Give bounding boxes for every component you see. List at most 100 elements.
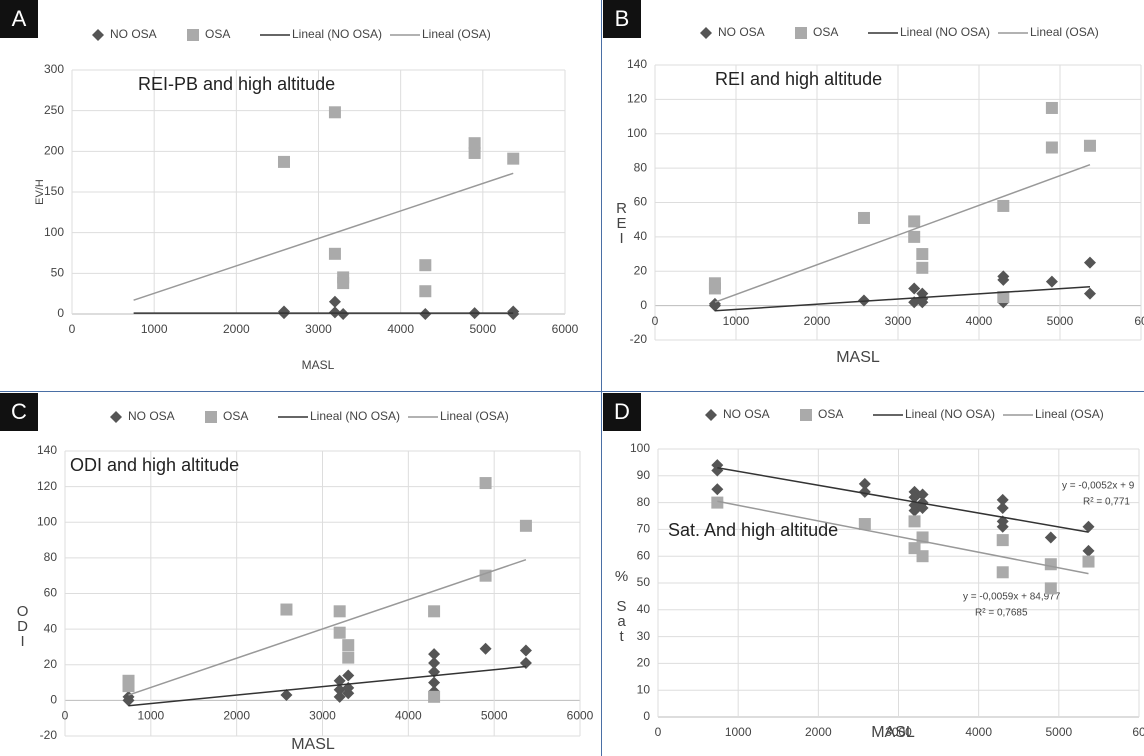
diamond-point <box>519 644 532 657</box>
diamond-point <box>908 491 921 504</box>
y-tick-label: 60 <box>44 586 58 600</box>
legend-marker <box>187 29 199 41</box>
y-axis-label: REI <box>613 200 630 245</box>
square-point <box>858 518 871 531</box>
y-tick-label: 0 <box>50 693 57 707</box>
x-tick-label: 3000 <box>305 322 332 336</box>
x-tick-label: 4000 <box>395 709 422 723</box>
diamond-point <box>1082 520 1095 533</box>
legend-marker <box>110 411 122 423</box>
legend-label: OSA <box>813 25 838 39</box>
diamond-point <box>479 642 492 655</box>
x-tick-label: 3000 <box>885 725 912 739</box>
diamond-point <box>428 656 441 669</box>
y-tick-label: 0 <box>643 709 650 723</box>
x-tick-label: 3000 <box>309 709 336 723</box>
trend-line <box>714 163 1091 303</box>
x-tick-label: 6000 <box>552 322 579 336</box>
square-point <box>468 146 481 159</box>
y-tick-label: 30 <box>637 629 651 643</box>
diamond-point <box>419 308 432 320</box>
y-tick-label: 100 <box>37 514 57 528</box>
annotation: R² = 0,771 <box>1083 497 1130 508</box>
square-point <box>908 215 921 228</box>
square-point <box>328 106 341 119</box>
square-point <box>468 137 481 150</box>
square-point <box>1044 582 1057 595</box>
chart-panel: -20 0 20 40 60 80 100 120 140 0 1000 2000 3000 4000 50… <box>0 393 594 753</box>
y-tick-label: 100 <box>630 441 650 455</box>
x-tick-label: 3000 <box>885 314 912 328</box>
diamond-point <box>711 483 724 496</box>
diamond-point <box>916 488 929 501</box>
x-tick-label: 1000 <box>723 314 750 328</box>
diamond-point <box>342 687 355 700</box>
x-tick-label: 60 <box>1132 725 1144 739</box>
legend-marker <box>700 27 712 39</box>
legend-label: Lineal (NO OSA) <box>905 407 995 421</box>
y-tick-label: 50 <box>51 266 65 280</box>
square-point <box>337 277 350 290</box>
diamond-point <box>1083 256 1096 269</box>
y-tick-label: 60 <box>637 548 651 562</box>
diamond-point <box>996 501 1009 514</box>
legend-label: OSA <box>223 409 248 423</box>
square-point <box>908 515 921 528</box>
square-point <box>916 261 929 274</box>
diamond-point <box>333 690 346 703</box>
y-tick-label: 80 <box>44 550 58 564</box>
x-axis-label: MASL <box>291 736 335 753</box>
legend-marker <box>92 29 104 41</box>
square-point <box>328 247 341 260</box>
trend-line <box>128 558 527 696</box>
y-tick-label: 40 <box>634 229 648 243</box>
chart-title: ODI and high altitude <box>70 455 239 475</box>
legend-marker <box>800 409 812 421</box>
square-point <box>908 230 921 243</box>
x-tick-label: 4000 <box>966 314 993 328</box>
x-tick-label: 5000 <box>1045 725 1072 739</box>
diamond-point <box>997 273 1010 286</box>
diamond-point <box>996 493 1009 506</box>
y-axis-label: EV/H <box>34 179 46 205</box>
panel-letter-box <box>0 393 38 431</box>
square-point <box>997 199 1010 212</box>
legend-label: NO OSA <box>110 27 157 41</box>
x-tick-label: 6000 <box>567 709 594 723</box>
diamond-point <box>507 308 520 320</box>
y-tick-label: 90 <box>637 468 651 482</box>
diamond-point <box>428 676 441 689</box>
panel-letter-box <box>0 0 38 38</box>
square-point <box>122 680 135 693</box>
x-axis-label: MASL <box>302 358 335 372</box>
legend-marker <box>795 27 807 39</box>
square-point <box>507 152 520 165</box>
diamond-point <box>328 295 341 308</box>
square-point <box>711 496 724 509</box>
diamond-point <box>858 485 871 498</box>
square-point <box>708 282 721 295</box>
diamond-point <box>711 464 724 477</box>
panel-letter-box <box>603 393 641 431</box>
x-tick-label: 5000 <box>469 322 496 336</box>
diamond-point <box>328 306 341 319</box>
y-tick-label: 140 <box>37 443 57 457</box>
diamond-point <box>1044 531 1057 544</box>
diamond-point <box>342 669 355 682</box>
x-tick-label: 1000 <box>725 725 752 739</box>
annotation: y = -0,0059x + 84,977 <box>963 592 1061 603</box>
y-tick-label: 20 <box>634 263 648 277</box>
divider-h <box>0 391 1144 392</box>
diamond-point <box>333 683 346 696</box>
panel-letter: A <box>12 6 27 31</box>
legend-marker <box>705 409 717 421</box>
square-point <box>342 651 355 664</box>
x-tick-label: 5000 <box>1047 314 1074 328</box>
x-tick-label: 4000 <box>387 322 414 336</box>
y-tick-label: 100 <box>627 126 647 140</box>
y-tick-label: 20 <box>637 656 651 670</box>
diamond-point <box>916 296 929 309</box>
trend-line <box>717 500 1089 575</box>
y-tick-label: 10 <box>637 682 651 696</box>
